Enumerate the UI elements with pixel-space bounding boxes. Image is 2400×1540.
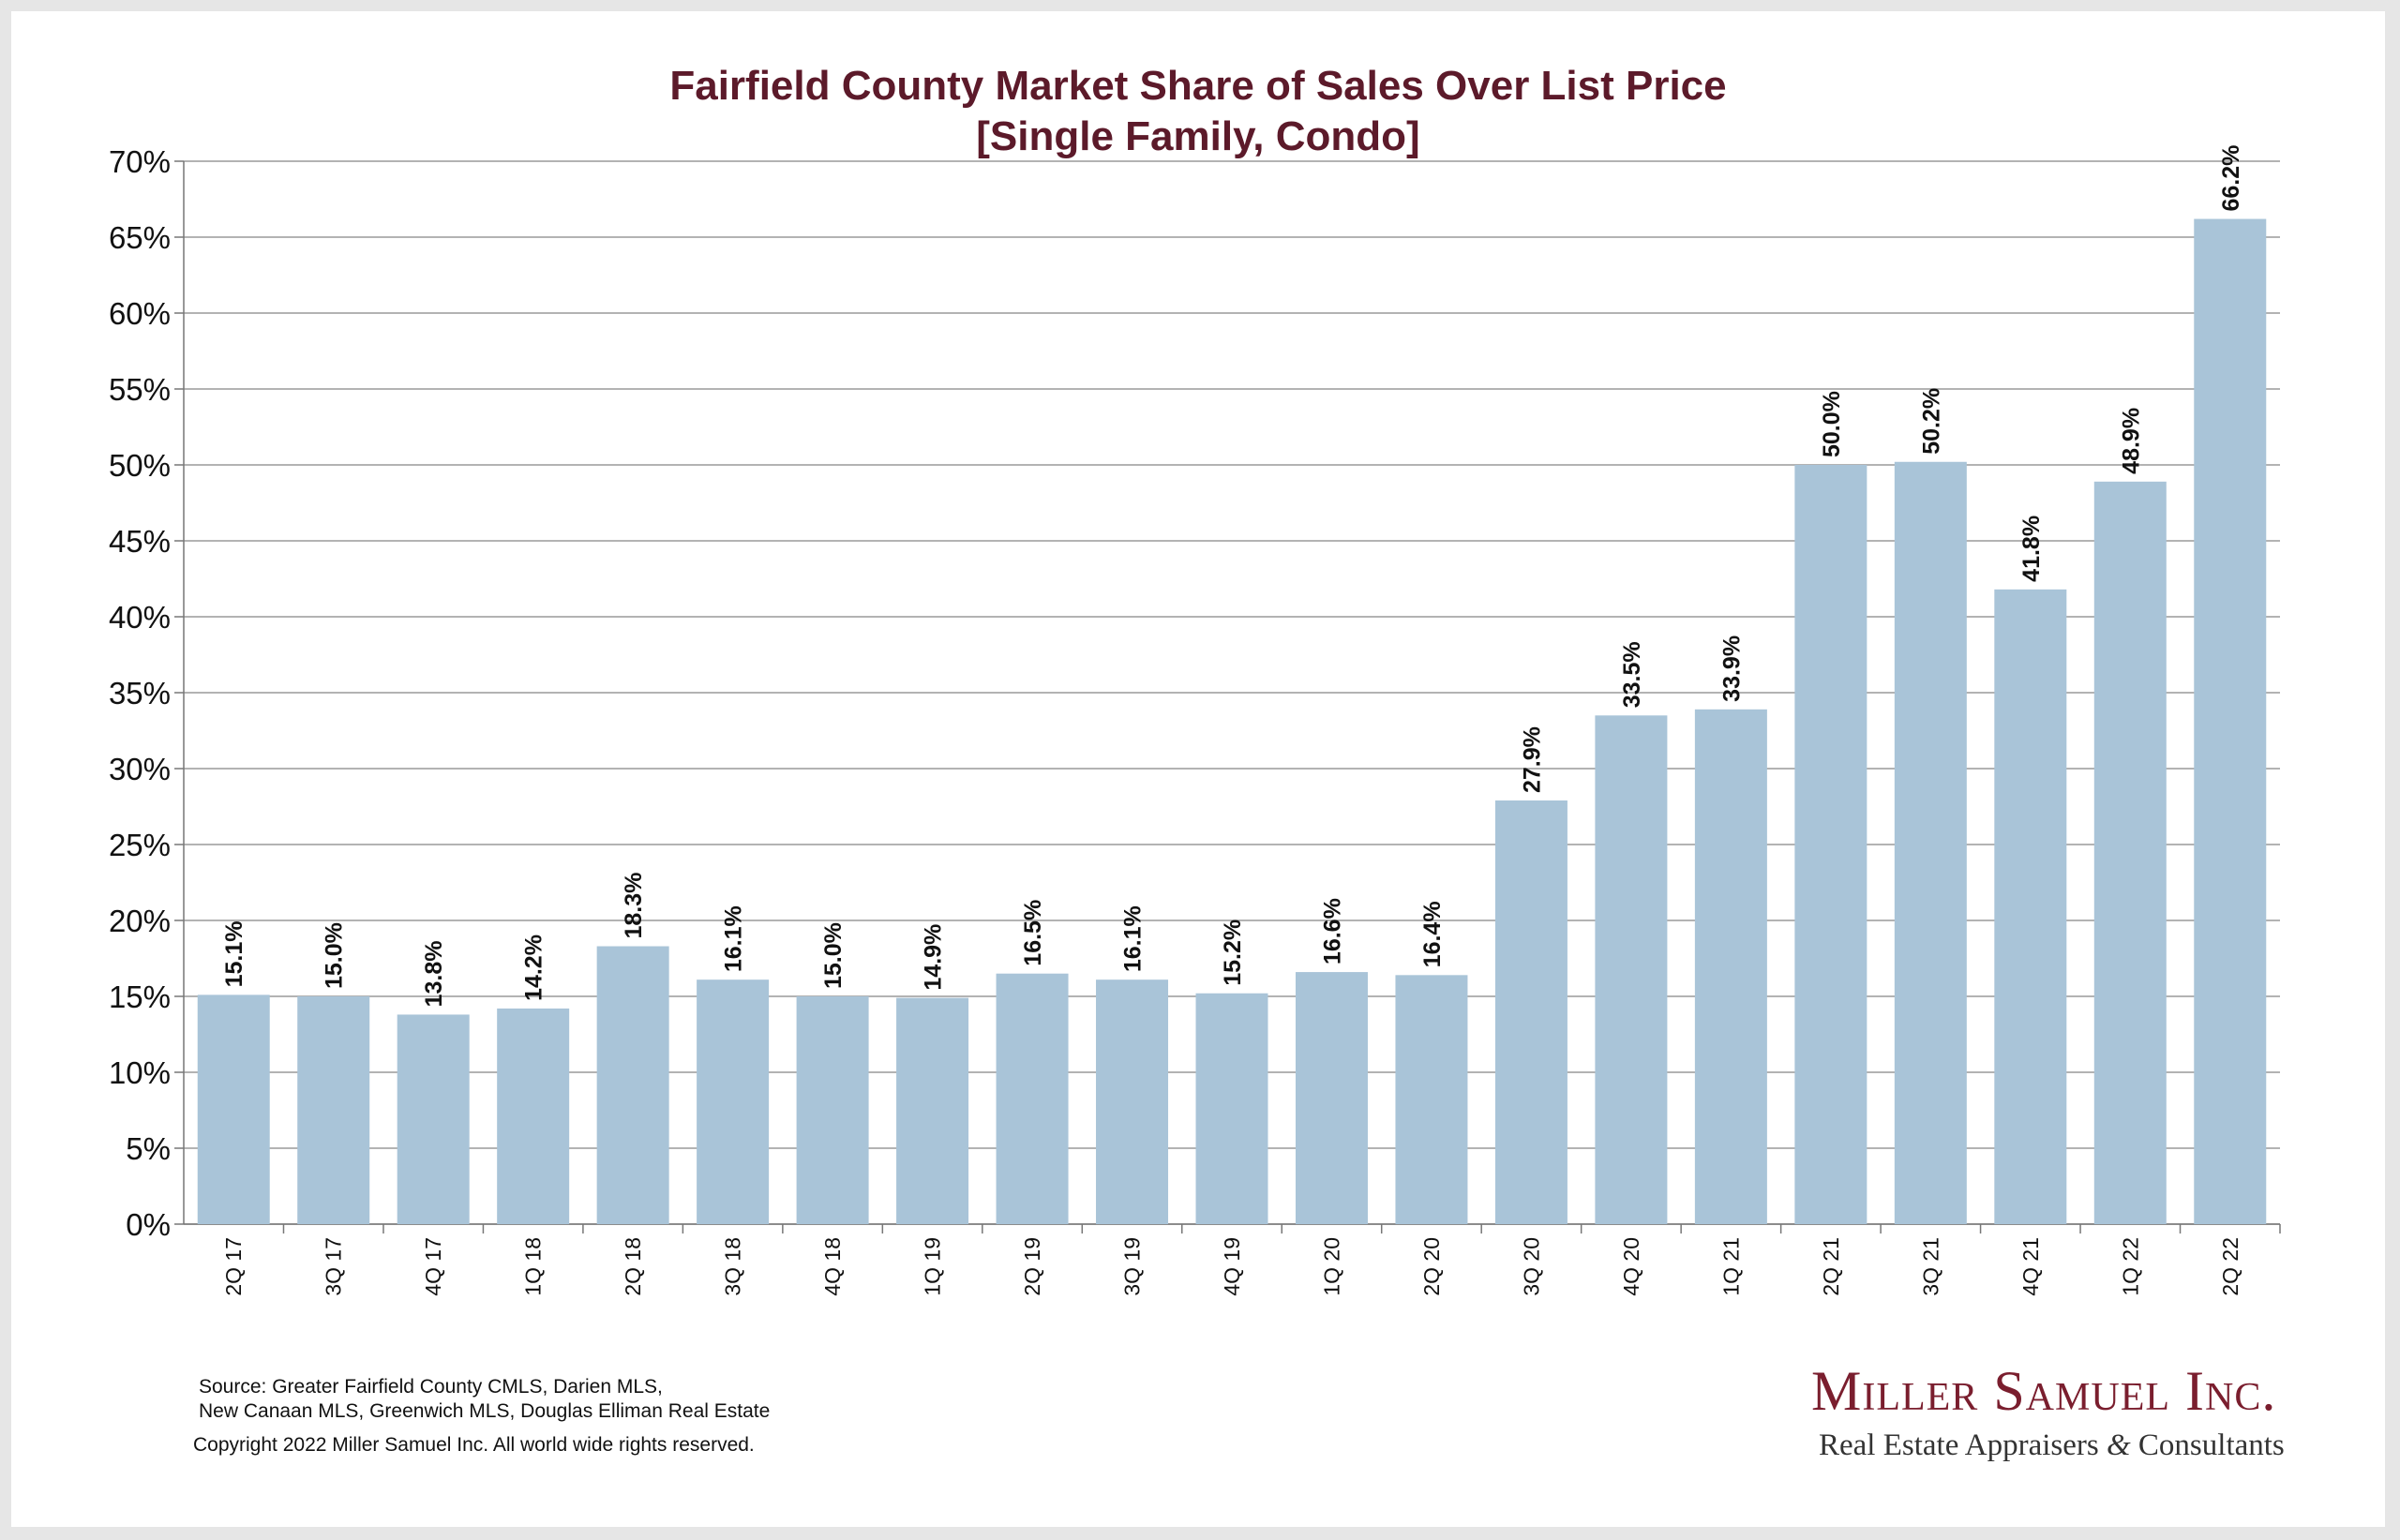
bar bbox=[1894, 461, 1967, 1224]
y-tick-label: 10% bbox=[109, 1055, 171, 1090]
data-label: 15.0% bbox=[322, 922, 348, 989]
y-tick-label: 30% bbox=[109, 752, 171, 786]
data-label: 41.8% bbox=[2018, 516, 2045, 582]
bar bbox=[1694, 709, 1767, 1224]
y-tick-label: 15% bbox=[109, 979, 171, 1014]
data-label: 48.9% bbox=[2118, 408, 2144, 474]
x-tick-label: 2Q 19 bbox=[1020, 1237, 1044, 1296]
copyright-note: Copyright 2022 Miller Samuel Inc. All wo… bbox=[193, 1434, 755, 1456]
bar bbox=[596, 946, 669, 1224]
chart-frame: Fairfield County Market Share of Sales O… bbox=[11, 11, 2385, 1527]
x-tick-label: 2Q 22 bbox=[2218, 1237, 2242, 1296]
data-label: 15.2% bbox=[1220, 920, 1246, 986]
y-tick-label: 35% bbox=[109, 676, 171, 710]
bar bbox=[1494, 800, 1568, 1224]
x-tick-label: 1Q 18 bbox=[521, 1237, 546, 1296]
x-tick-label: 3Q 18 bbox=[721, 1237, 745, 1296]
data-label: 16.6% bbox=[1319, 898, 1345, 964]
y-tick-label: 50% bbox=[109, 448, 171, 483]
x-tick-label: 3Q 20 bbox=[1519, 1237, 1543, 1296]
data-label: 16.1% bbox=[721, 905, 747, 972]
x-tick-label: 1Q 19 bbox=[921, 1237, 945, 1296]
data-label: 33.9% bbox=[1718, 635, 1745, 702]
data-label: 15.1% bbox=[221, 920, 248, 987]
x-tick-label: 3Q 17 bbox=[322, 1237, 346, 1296]
y-tick-label: 5% bbox=[126, 1131, 171, 1166]
bar bbox=[896, 997, 969, 1224]
y-tick-label: 45% bbox=[109, 524, 171, 559]
source-note: Source: Greater Fairfield County CMLS, D… bbox=[199, 1375, 770, 1424]
data-label: 27.9% bbox=[1519, 726, 1545, 793]
logo-tagline-amp: & bbox=[2107, 1428, 2131, 1462]
bar bbox=[1395, 975, 1468, 1224]
x-tick-label: 2Q 20 bbox=[1419, 1237, 1444, 1296]
data-label: 14.2% bbox=[521, 934, 548, 1001]
data-label: 16.4% bbox=[1419, 901, 1446, 967]
bar bbox=[2194, 218, 2267, 1224]
data-label: 50.2% bbox=[1918, 388, 1944, 455]
x-tick-label: 4Q 18 bbox=[820, 1237, 845, 1296]
bar bbox=[197, 994, 270, 1224]
x-tick-label: 4Q 17 bbox=[421, 1237, 445, 1296]
y-tick-label: 0% bbox=[126, 1207, 171, 1242]
data-label: 66.2% bbox=[2218, 145, 2244, 212]
x-tick-label: 3Q 19 bbox=[1120, 1237, 1145, 1296]
bar bbox=[497, 1008, 570, 1224]
bar bbox=[297, 996, 370, 1224]
bar bbox=[697, 979, 770, 1224]
data-label: 13.8% bbox=[421, 941, 447, 1008]
logo-tagline-part2: Consultants bbox=[2130, 1428, 2285, 1462]
x-tick-label: 1Q 21 bbox=[1718, 1237, 1743, 1296]
x-tick-label: 4Q 21 bbox=[2018, 1237, 2043, 1296]
x-tick-label: 4Q 20 bbox=[1619, 1237, 1643, 1296]
bar bbox=[2093, 481, 2167, 1224]
bar bbox=[397, 1014, 470, 1224]
x-tick-label: 1Q 22 bbox=[2118, 1237, 2142, 1296]
chart-subtitle: [Single Family, Condo] bbox=[976, 113, 1420, 159]
source-line-2: New Canaan MLS, Greenwich MLS, Douglas E… bbox=[199, 1400, 771, 1422]
y-tick-label: 60% bbox=[109, 296, 171, 331]
bar bbox=[1295, 972, 1368, 1224]
bar bbox=[796, 996, 869, 1224]
y-tick-label: 55% bbox=[109, 372, 171, 407]
data-label: 14.9% bbox=[921, 924, 947, 991]
data-label: 33.5% bbox=[1619, 641, 1645, 708]
bar bbox=[1595, 715, 1668, 1224]
bar bbox=[1096, 979, 1169, 1224]
y-tick-label: 65% bbox=[109, 220, 171, 255]
x-tick-label: 4Q 19 bbox=[1220, 1237, 1244, 1296]
data-label: 16.1% bbox=[1120, 905, 1147, 972]
x-tick-label: 2Q 17 bbox=[221, 1237, 246, 1296]
bar bbox=[996, 973, 1069, 1224]
source-line-1: Source: Greater Fairfield County CMLS, D… bbox=[199, 1376, 663, 1398]
x-tick-label: 2Q 18 bbox=[621, 1237, 645, 1296]
data-label: 15.0% bbox=[820, 922, 847, 989]
data-label: 18.3% bbox=[621, 873, 647, 939]
y-tick-label: 20% bbox=[109, 904, 171, 938]
data-label: 16.5% bbox=[1020, 900, 1046, 966]
bar bbox=[1195, 993, 1268, 1224]
logo-tagline-part1: Real Estate Appraisers bbox=[1819, 1428, 2107, 1462]
x-tick-label: 1Q 20 bbox=[1319, 1237, 1343, 1296]
chart-title: Fairfield County Market Share of Sales O… bbox=[669, 63, 1727, 109]
y-tick-label: 25% bbox=[109, 828, 171, 862]
logo-tagline: Real Estate Appraisers & Consultants bbox=[1819, 1428, 2285, 1463]
x-tick-label: 2Q 21 bbox=[1819, 1237, 1843, 1296]
bar bbox=[1794, 465, 1868, 1224]
bar-chart: 0% 5% 10% 15% 20% 25% 30% 35% 40% 45% 50% 55% 60% 65%… bbox=[109, 144, 2281, 1296]
y-tick-label: 40% bbox=[109, 600, 171, 635]
logo-company-name: Miller Samuel Inc. bbox=[1811, 1360, 2277, 1422]
y-tick-label: 70% bbox=[109, 144, 171, 179]
bar bbox=[1994, 589, 2067, 1224]
data-label: 50.0% bbox=[1819, 391, 1845, 457]
x-tick-label: 3Q 21 bbox=[1918, 1237, 1942, 1296]
